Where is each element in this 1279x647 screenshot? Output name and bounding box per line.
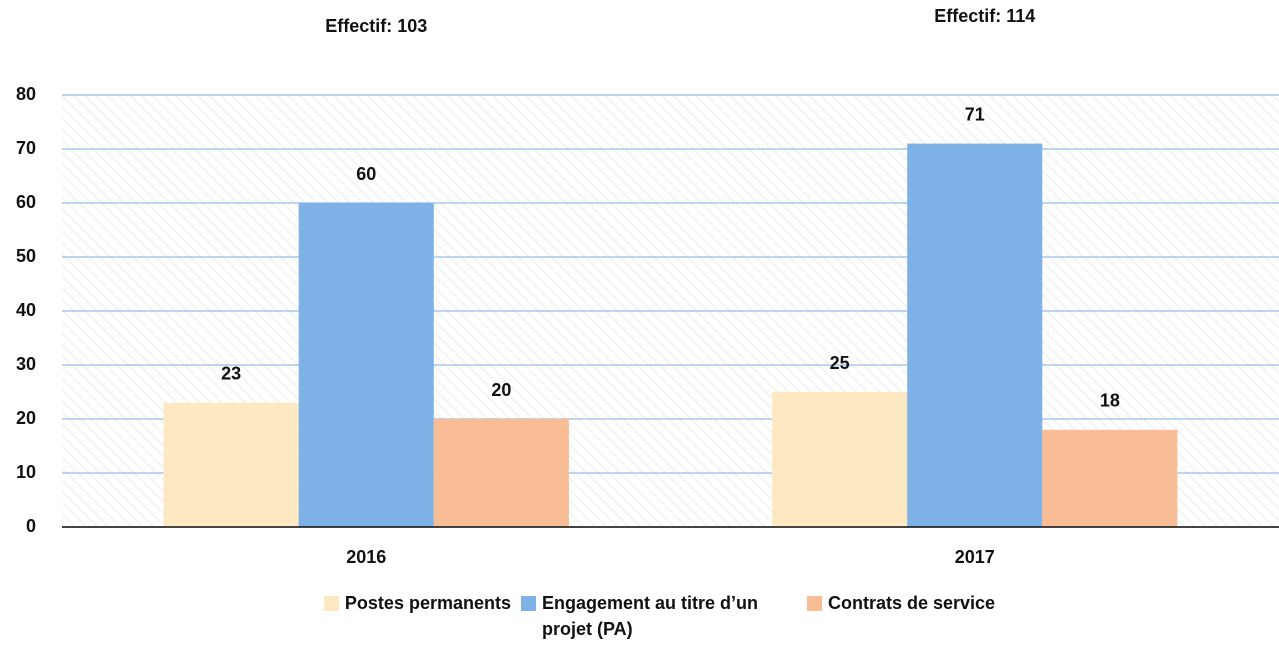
y-tick-label: 0 bbox=[26, 516, 36, 536]
bar bbox=[298, 203, 434, 527]
legend-label: Engagement au titre d’un projet (PA) bbox=[541, 593, 759, 639]
y-tick-label: 80 bbox=[16, 84, 36, 104]
data-label: 60 bbox=[356, 164, 376, 184]
bar bbox=[1042, 429, 1178, 527]
legend: Postes permanents Engagement au titre d’u… bbox=[0, 590, 1279, 642]
data-label: 18 bbox=[1100, 391, 1120, 411]
legend-swatch bbox=[806, 596, 822, 611]
data-label: 23 bbox=[221, 364, 241, 384]
y-tick-label: 40 bbox=[16, 300, 36, 320]
data-label: 25 bbox=[830, 353, 850, 373]
y-tick-label: 30 bbox=[16, 354, 36, 374]
bar bbox=[163, 402, 299, 527]
legend-item: Contrats de service bbox=[806, 590, 996, 616]
legend-item: Engagement au titre d’un projet (PA) bbox=[520, 590, 797, 642]
y-tick-label: 50 bbox=[16, 246, 36, 266]
bar bbox=[772, 392, 908, 527]
y-tick-label: 10 bbox=[16, 462, 36, 482]
chart: 0 10 20 30 40 50 60 70 80 2016 Effectif: 103 23 60 20… bbox=[16, 6, 1279, 567]
y-tick-label: 60 bbox=[16, 192, 36, 212]
legend-label: Postes permanents bbox=[344, 593, 511, 613]
bar bbox=[433, 419, 569, 527]
legend-swatch bbox=[323, 596, 339, 611]
annotation: Effectif: 114 bbox=[934, 6, 1035, 26]
x-tick-label: 2016 bbox=[346, 547, 386, 567]
legend-label: Contrats de service bbox=[827, 593, 996, 613]
x-tick-label: 2017 bbox=[955, 547, 995, 567]
bar bbox=[907, 143, 1043, 527]
legend-swatch bbox=[520, 596, 536, 611]
data-label: 71 bbox=[965, 104, 985, 124]
y-tick-label: 70 bbox=[16, 138, 36, 158]
legend-item: Postes permanents bbox=[323, 590, 511, 616]
annotation: Effectif: 103 bbox=[325, 16, 427, 36]
data-label: 20 bbox=[491, 380, 511, 400]
y-tick-label: 20 bbox=[16, 408, 36, 428]
